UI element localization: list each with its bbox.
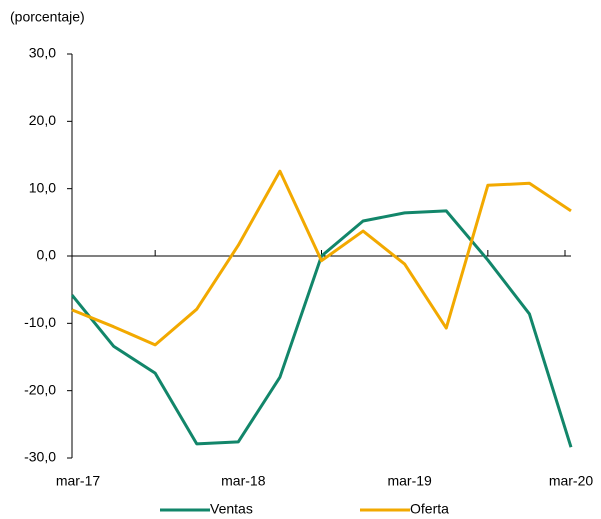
- x-tick-label: mar-17: [56, 473, 101, 489]
- series-line: [71, 169, 572, 347]
- legend-label: Ventas: [210, 501, 253, 517]
- y-tick-label: 20,0: [29, 112, 56, 128]
- chart-subtitle: (porcentaje): [10, 9, 85, 25]
- y-tick-label: 0,0: [37, 247, 57, 263]
- x-tick-label: mar-18: [221, 473, 266, 489]
- y-tick-label: 30,0: [29, 45, 56, 61]
- series-line: [70, 209, 573, 448]
- y-tick-label: -10,0: [24, 314, 56, 330]
- legend-label: Oferta: [410, 501, 449, 517]
- x-tick-label: mar-20: [549, 473, 594, 489]
- y-tick-label: 10,0: [29, 179, 56, 195]
- y-tick-label: -30,0: [24, 449, 56, 465]
- y-tick-label: -20,0: [24, 381, 56, 397]
- x-tick-label: mar-19: [387, 473, 432, 489]
